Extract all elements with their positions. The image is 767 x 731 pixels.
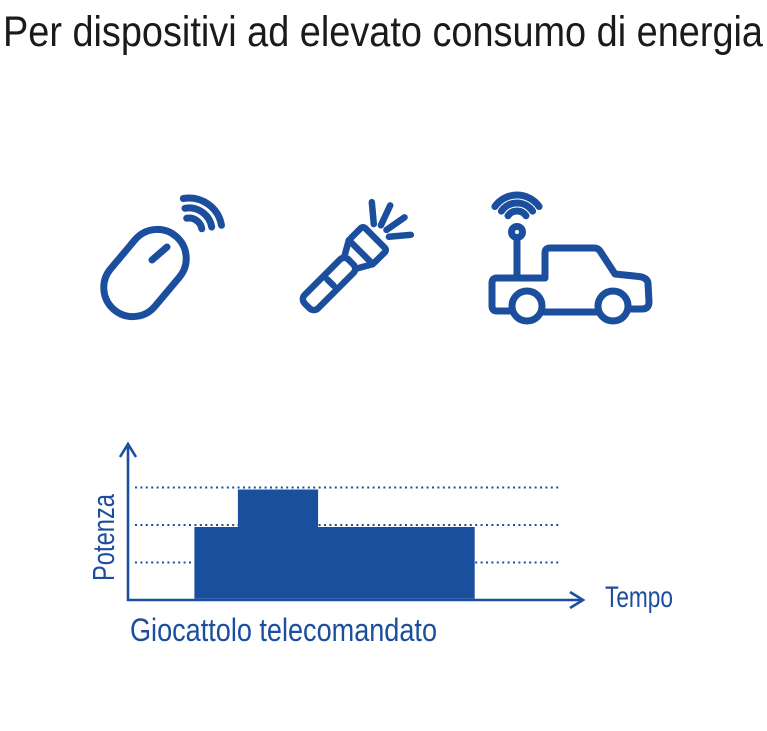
y-axis-label: Potenza	[86, 493, 121, 581]
power-time-chart: Potenza Tempo Giocattolo telecomandato	[86, 441, 673, 648]
wireless-mouse-icon	[100, 194, 225, 321]
chart-axes	[118, 441, 586, 610]
flashlight-icon	[299, 198, 415, 314]
chart-caption: Giocattolo telecomandato	[130, 612, 437, 648]
power-step-area	[194, 489, 475, 599]
page-title: Per dispositivi ad elevato consumo di en…	[3, 8, 763, 56]
rc-car-icon	[488, 191, 653, 325]
page-title-area: Per dispositivi ad elevato consumo di en…	[3, 8, 763, 56]
icon-row	[0, 0, 767, 325]
x-axis-label: Tempo	[605, 581, 673, 614]
